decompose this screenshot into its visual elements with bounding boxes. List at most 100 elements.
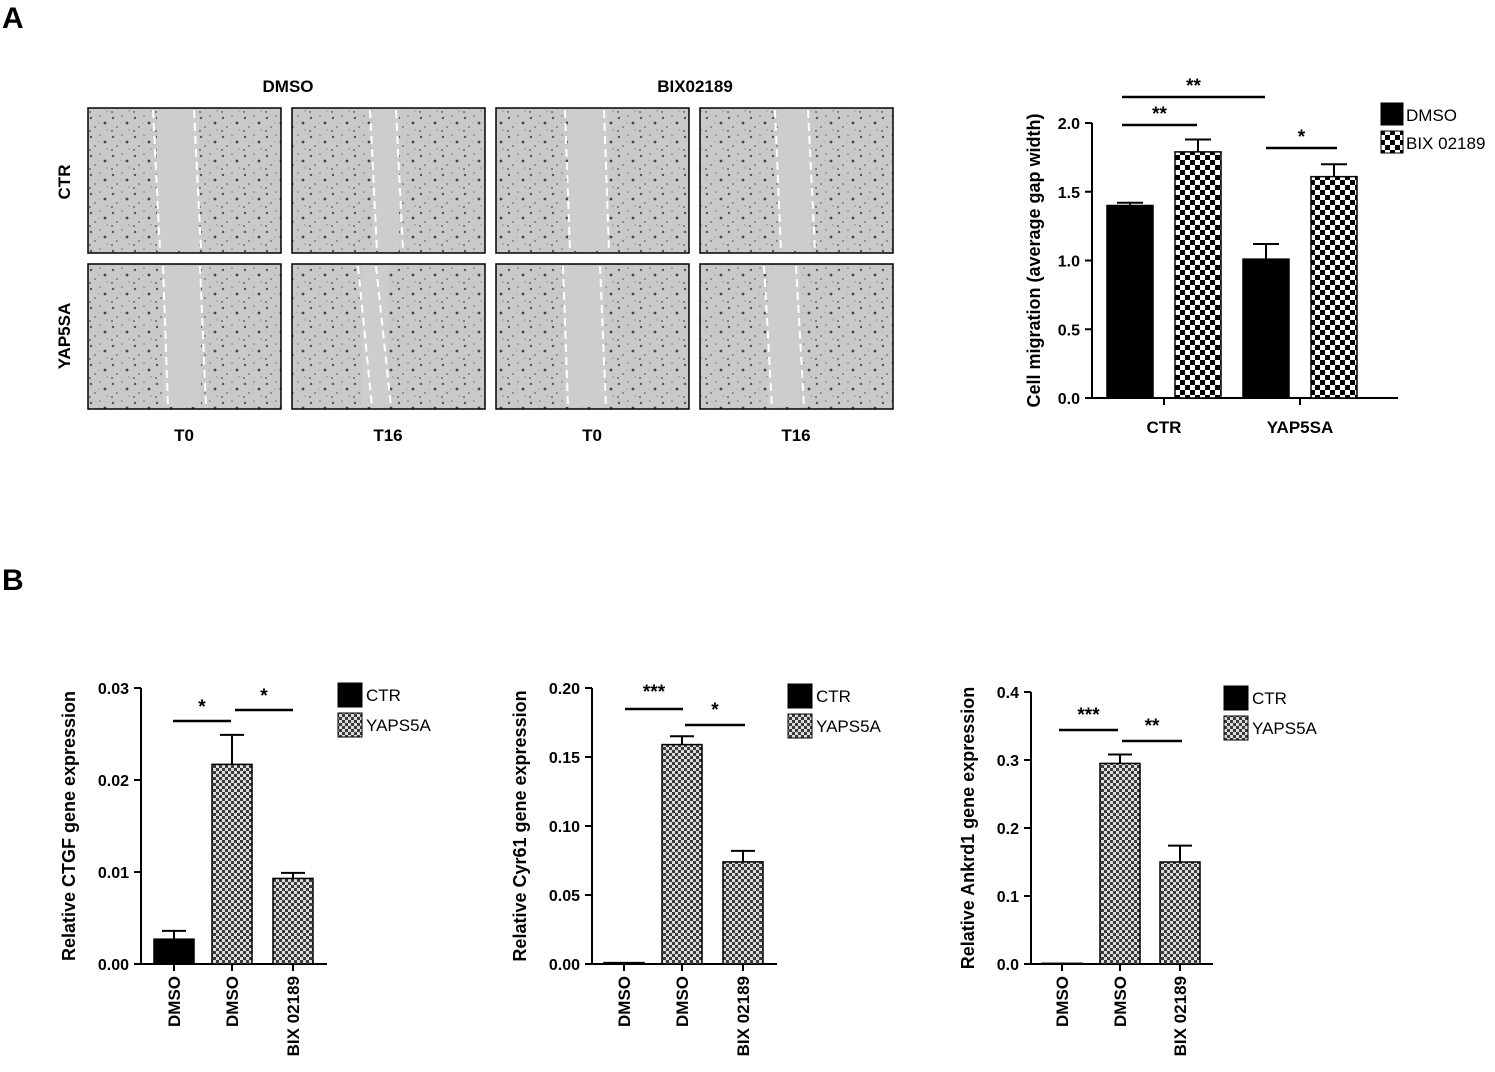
y-tick-label: 0.0 (1058, 391, 1080, 408)
x-tick-label: DMSO (1053, 976, 1072, 1027)
chart-ankrd1-expression: 0.0 0.1 0.2 0.3 0.4 Relative Ankrd1 gene expr… (958, 685, 1318, 1056)
significance-label: * (198, 697, 206, 718)
significance-label: ** (1186, 76, 1201, 97)
significance-label: * (260, 686, 268, 707)
y-tick-label: 0.15 (549, 750, 580, 767)
y-tick-label: 0.3 (997, 753, 1019, 770)
y-tick-label: 0.2 (997, 821, 1019, 838)
legend-label: BIX 02189 (1406, 134, 1485, 153)
bar (1310, 175, 1358, 399)
chart-legend: CTR YAPS5A (1223, 685, 1318, 741)
y-tick-label: 0.5 (1058, 322, 1080, 339)
y-tick-label: 0.00 (549, 957, 580, 974)
bar (1174, 151, 1222, 399)
bar (1041, 962, 1083, 965)
legend-swatch (787, 683, 813, 709)
y-axis-title: Relative Ankrd1 gene expression (958, 687, 978, 969)
x-tick-label: DMSO (615, 976, 634, 1027)
bar (211, 763, 253, 965)
legend-label: CTR (366, 686, 401, 705)
timepoint-label-4: T16 (781, 426, 810, 445)
micrograph-image-ctr-dmso-t16 (291, 107, 486, 254)
chart-legend: DMSO BIX 02189 (1380, 102, 1485, 154)
y-tick-label: 0.20 (549, 681, 580, 698)
significance-label: ** (1152, 104, 1167, 125)
legend-swatch (337, 712, 363, 738)
chart-ctgf-expression: 0.00 0.01 0.02 0.03 Relative CTGF gene expre… (59, 681, 432, 1056)
x-tick-label: BIX 02189 (284, 976, 303, 1056)
significance-label: *** (1077, 705, 1100, 726)
legend-swatch (787, 713, 813, 739)
significance-label: * (711, 700, 719, 721)
timepoint-label-3: T0 (582, 426, 602, 445)
legend-label: CTR (1252, 689, 1287, 708)
significance-label: ** (1145, 716, 1160, 737)
legend-label: DMSO (1406, 106, 1457, 125)
timepoint-label-1: T0 (174, 426, 194, 445)
legend-swatch (1223, 715, 1249, 741)
column-group-label-dmso: DMSO (263, 77, 314, 96)
micrograph-image-ctr-dmso-t0 (87, 107, 282, 254)
bar (1099, 762, 1141, 965)
row-label-yap5sa: YAP5SA (55, 303, 74, 369)
bar (1106, 204, 1154, 399)
y-tick-label: 0.4 (997, 685, 1019, 702)
bar (272, 877, 314, 965)
legend-label: YAPS5A (366, 716, 432, 735)
y-axis-title: Cell migration (average gap width) (1024, 113, 1044, 407)
y-tick-label: 0.00 (98, 957, 129, 974)
x-tick-label: DMSO (673, 976, 692, 1027)
panel-b-label: B (2, 564, 24, 597)
column-group-label-bix02189: BIX02189 (657, 77, 733, 96)
micrograph-image-yap5sa-dmso-t16 (291, 263, 486, 410)
bar (153, 938, 195, 965)
bar (603, 961, 645, 965)
y-tick-label: 0.0 (997, 957, 1019, 974)
micrograph-image-yap5sa-bix-t0 (495, 263, 690, 410)
legend-label: YAPS5A (816, 717, 882, 736)
x-tick-label: YAP5SA (1267, 418, 1333, 437)
legend-swatch (1380, 102, 1404, 126)
significance-label: *** (643, 682, 666, 703)
micrograph-panel: DMSO BIX02189 CTR YAP5SA (55, 77, 894, 445)
chart-cell-migration: 0.0 0.5 1.0 1.5 2.0 Cell migration (average g… (1024, 76, 1485, 437)
x-tick-label: DMSO (1111, 976, 1130, 1027)
y-tick-label: 0.01 (98, 865, 129, 882)
chart-cyr61-expression: 0.00 0.05 0.10 0.15 0.20 Relative Cyr61 gene … (510, 681, 882, 1056)
bar (722, 861, 764, 965)
y-tick-label: 0.10 (549, 819, 580, 836)
bar (1159, 861, 1201, 965)
micrograph-image-yap5sa-dmso-t0 (87, 263, 282, 410)
bar (661, 743, 703, 965)
legend-label: CTR (816, 687, 851, 706)
y-tick-label: 0.03 (98, 681, 129, 698)
row-label-ctr: CTR (55, 165, 74, 200)
x-tick-label: DMSO (223, 976, 242, 1027)
x-tick-label: BIX 02189 (1171, 976, 1190, 1056)
significance-label: * (1298, 127, 1306, 148)
y-tick-label: 0.05 (549, 888, 580, 905)
chart-legend: CTR YAPS5A (787, 683, 882, 739)
bar (1242, 258, 1290, 399)
legend-label: YAPS5A (1252, 719, 1318, 738)
y-axis-title: Relative Cyr61 gene expression (510, 690, 530, 961)
micrograph-image-yap5sa-bix-t16 (699, 263, 894, 410)
x-tick-label: CTR (1147, 418, 1182, 437)
legend-swatch (1380, 130, 1404, 154)
y-axis-title: Relative CTGF gene expression (59, 691, 79, 961)
panel-a-label: A (2, 2, 24, 35)
micrograph-image-ctr-bix-t16 (699, 107, 894, 254)
y-tick-label: 2.0 (1058, 116, 1080, 133)
legend-swatch (1223, 685, 1249, 711)
legend-swatch (337, 682, 363, 708)
x-tick-label: BIX 02189 (734, 976, 753, 1056)
y-tick-label: 0.1 (997, 889, 1019, 906)
micrograph-image-ctr-bix-t0 (495, 107, 690, 254)
y-tick-label: 1.0 (1058, 254, 1080, 271)
y-tick-label: 1.5 (1058, 185, 1080, 202)
chart-legend: CTR YAPS5A (337, 682, 432, 738)
x-tick-label: DMSO (165, 976, 184, 1027)
timepoint-label-2: T16 (373, 426, 402, 445)
y-tick-label: 0.02 (98, 773, 129, 790)
